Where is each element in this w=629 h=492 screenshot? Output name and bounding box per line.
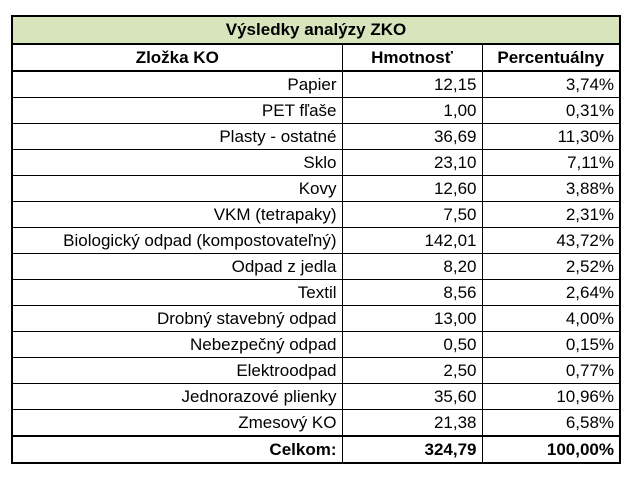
row-mass: 142,01 bbox=[341, 227, 483, 254]
table-row: Jednorazové plienky 35,60 10,96% bbox=[11, 383, 622, 410]
row-mass: 0,50 bbox=[341, 331, 483, 358]
row-name: Odpad z jedla bbox=[11, 253, 343, 280]
row-percent: 0,77% bbox=[481, 357, 622, 384]
total-row: Celkom: 324,79 100,00% bbox=[11, 435, 622, 464]
row-percent: 4,00% bbox=[481, 305, 622, 332]
row-name: Drobný stavebný odpad bbox=[11, 305, 343, 332]
table-row: Nebezpečný odpad 0,50 0,15% bbox=[11, 331, 622, 358]
row-mass: 8,56 bbox=[341, 279, 483, 306]
table-row: PET fľaše 1,00 0,31% bbox=[11, 97, 622, 124]
row-name: Zmesový KO bbox=[11, 409, 343, 437]
row-name: PET fľaše bbox=[11, 97, 343, 124]
row-percent: 43,72% bbox=[481, 227, 622, 254]
row-mass: 21,38 bbox=[341, 409, 483, 437]
row-percent: 0,31% bbox=[481, 97, 622, 124]
total-percent: 100,00% bbox=[481, 435, 622, 464]
table-row: Plasty - ostatné 36,69 11,30% bbox=[11, 123, 622, 150]
table-title: Výsledky analýzy ZKO bbox=[10, 15, 622, 45]
table-title-row: Výsledky analýzy ZKO bbox=[10, 15, 622, 45]
total-mass: 324,79 bbox=[341, 435, 483, 464]
row-name: Nebezpečný odpad bbox=[11, 331, 343, 358]
waste-analysis-table: Výsledky analýzy ZKO Zložka KO Hmotnosť … bbox=[10, 15, 622, 464]
row-mass: 12,15 bbox=[341, 70, 483, 98]
row-percent: 3,88% bbox=[481, 175, 622, 202]
row-percent: 2,64% bbox=[481, 279, 622, 306]
row-percent: 2,31% bbox=[481, 201, 622, 228]
row-percent: 10,96% bbox=[481, 383, 622, 410]
row-percent: 11,30% bbox=[481, 123, 622, 150]
table-row: Odpad z jedla 8,20 2,52% bbox=[11, 253, 622, 280]
row-mass: 13,00 bbox=[341, 305, 483, 332]
table-row: Drobný stavebný odpad 13,00 4,00% bbox=[11, 305, 622, 332]
table-row: Kovy 12,60 3,88% bbox=[11, 175, 622, 202]
row-percent: 3,74% bbox=[481, 70, 622, 98]
table-row: Elektroodpad 2,50 0,77% bbox=[11, 357, 622, 384]
table-header-row: Zložka KO Hmotnosť Percentuálny bbox=[11, 43, 622, 72]
table-row: Sklo 23,10 7,11% bbox=[11, 149, 622, 176]
row-mass: 35,60 bbox=[341, 383, 483, 410]
row-mass: 36,69 bbox=[341, 123, 483, 150]
table-body: Papier 12,15 3,74% PET fľaše 1,00 0,31% Plasty… bbox=[11, 70, 622, 437]
header-component: Zložka KO bbox=[11, 43, 343, 72]
row-mass: 8,20 bbox=[341, 253, 483, 280]
table-row: Textil 8,56 2,64% bbox=[11, 279, 622, 306]
row-name: Jednorazové plienky bbox=[11, 383, 343, 410]
row-mass: 2,50 bbox=[341, 357, 483, 384]
row-percent: 7,11% bbox=[481, 149, 622, 176]
table-row: VKM (tetrapaky) 7,50 2,31% bbox=[11, 201, 622, 228]
row-mass: 23,10 bbox=[341, 149, 483, 176]
table-row: Zmesový KO 21,38 6,58% bbox=[11, 409, 622, 437]
total-label: Celkom: bbox=[11, 435, 343, 464]
row-mass: 1,00 bbox=[341, 97, 483, 124]
row-name: Kovy bbox=[11, 175, 343, 202]
header-percent: Percentuálny bbox=[481, 43, 622, 72]
row-percent: 0,15% bbox=[481, 331, 622, 358]
row-name: Elektroodpad bbox=[11, 357, 343, 384]
row-name: Textil bbox=[11, 279, 343, 306]
table-row: Papier 12,15 3,74% bbox=[11, 70, 622, 98]
row-name: Papier bbox=[11, 70, 343, 98]
header-mass: Hmotnosť bbox=[341, 43, 483, 72]
row-name: Plasty - ostatné bbox=[11, 123, 343, 150]
row-name: Biologický odpad (kompostovateľný) bbox=[11, 227, 343, 254]
row-percent: 6,58% bbox=[481, 409, 622, 437]
row-name: Sklo bbox=[11, 149, 343, 176]
row-mass: 7,50 bbox=[341, 201, 483, 228]
table-row: Biologický odpad (kompostovateľný) 142,01… bbox=[11, 227, 622, 254]
row-percent: 2,52% bbox=[481, 253, 622, 280]
row-mass: 12,60 bbox=[341, 175, 483, 202]
row-name: VKM (tetrapaky) bbox=[11, 201, 343, 228]
